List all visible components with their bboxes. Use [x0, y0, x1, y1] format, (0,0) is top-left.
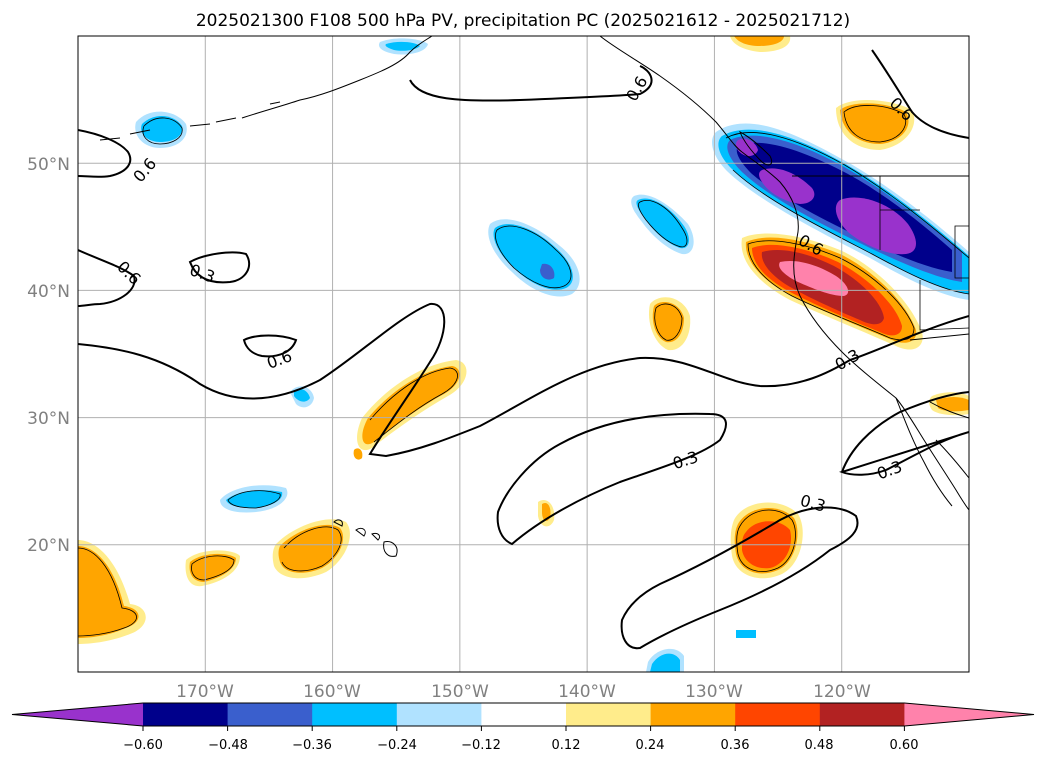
coastline-hawaii-1 [333, 519, 343, 527]
colorbar-segment [143, 703, 229, 726]
coastline-alaska [241, 36, 433, 119]
lon-label-120w: 120°W [813, 682, 871, 702]
longitude-labels: 170°W 160°W 150°W 140°W 130°W 120°W [176, 682, 871, 702]
colorbar-segment [650, 703, 736, 726]
colorbar-tick-label: −0.24 [377, 738, 417, 753]
coastline-alaska-panhandle [599, 36, 743, 153]
pv-contour-03-east [839, 391, 969, 476]
colorbar-segment [566, 703, 652, 726]
colorbar-segment [735, 703, 821, 726]
colorbar-tick-label: −0.48 [208, 738, 248, 753]
precip-pos-blob-4-core [840, 103, 909, 144]
precip-pos-blob-7-core [189, 553, 236, 582]
map-panel: 0.6 0.6 0.6 0.6 0.6 0.6 0.3 0.3 0.3 0.3 … [77, 35, 970, 673]
precip-neg-blob-7-core [650, 653, 680, 672]
precip-outline-pos-blob-1 [369, 367, 458, 443]
pv-contour-03-middle [496, 412, 727, 546]
colorbar-extend-low [12, 703, 143, 726]
precip-neg-core-1 [759, 168, 815, 204]
precip-neg-blob-4-core [385, 41, 420, 51]
coastline-layer [99, 36, 969, 557]
precip-outline-neg-band [725, 132, 969, 295]
precip-pos-blob-5-core [734, 36, 784, 46]
colorbar-tick-label: −0.60 [123, 738, 163, 753]
lon-label-170w: 170°W [176, 682, 234, 702]
precip-neg-blob-3-core [141, 115, 183, 142]
precip-neg-core-2 [835, 197, 916, 255]
precip-outline-layer [78, 105, 969, 637]
colorbar-tick-labels: −0.60 −0.48 −0.36 −0.24 −0.12 0.12 0.24 … [123, 738, 918, 753]
coastline-hawaii-2 [355, 527, 366, 537]
precip-pos-blob-8-core [78, 546, 139, 638]
precip-pos-blob-1-core [362, 366, 460, 445]
precip-outline-pos-blob-2 [654, 303, 683, 341]
colorbar-tick-label: 0.12 [552, 738, 581, 753]
colorbar-segment [819, 703, 905, 726]
precip-neg-blob-1-dark [540, 263, 555, 280]
colorbar-segments [11, 702, 1035, 727]
border-states [879, 176, 969, 331]
lon-label-130w: 130°W [685, 682, 743, 702]
lat-label-40n: 40°N [27, 282, 70, 302]
precip-outline-pos-blob-6 [281, 526, 342, 572]
pv-contour-03-west-loop [188, 251, 251, 284]
coastline-baja [895, 397, 953, 507]
pv-contour-06-west-2 [78, 249, 136, 307]
precip-pos-blob-2-core [652, 302, 684, 343]
precip-outline-pos-blob-7 [191, 555, 235, 581]
coastline-vancouver-island [739, 130, 773, 166]
lon-label-160w: 160°W [303, 682, 361, 702]
pv-contour-06-north-pacific [409, 65, 653, 102]
border-us-mexico [909, 333, 969, 341]
colorbar-tick-label: −0.12 [461, 738, 501, 753]
colorbar-segment [227, 703, 313, 726]
coastline-hawaii-3 [371, 533, 381, 541]
colorbar-extend-high [904, 703, 1034, 726]
figure-title: 2025021300 F108 500 hPa PV, precipitatio… [196, 11, 850, 31]
lon-label-140w: 140°W [558, 682, 616, 702]
colorbar-tick-label: 0.36 [721, 738, 750, 753]
lat-label-20n: 20°N [27, 536, 70, 556]
coastline-hawaii-big [383, 541, 398, 557]
precip-outline-neg-blob-5 [227, 490, 281, 509]
pv-contour-03-south [620, 506, 859, 650]
colorbar: −0.60 −0.48 −0.36 −0.24 −0.12 0.12 0.24 … [11, 702, 1035, 753]
coastline-bc-wa-or-ca [741, 151, 969, 511]
precip-outline-neg-blob-1 [495, 225, 572, 289]
pv-contour-layer [78, 49, 969, 650]
lat-label-50n: 50°N [27, 155, 70, 175]
precip-pos-blob-11 [353, 448, 363, 460]
precip-pos-band-core [779, 260, 849, 296]
precip-neg-blob-6-core [294, 389, 310, 402]
colorbar-tick-label: 0.24 [636, 738, 665, 753]
colorbar-segment [312, 703, 398, 726]
colorbar-ticks [142, 726, 905, 731]
pv-contour-06-west [78, 129, 132, 178]
precip-outline-neg-blob-2 [638, 200, 688, 248]
colorbar-tick-label: 0.48 [805, 738, 834, 753]
precip-neg-blob-2-core [636, 198, 689, 249]
precip-neg-blob-8 [736, 630, 756, 638]
precip-outline-neg-blob-3 [142, 117, 183, 145]
colorbar-segment [481, 703, 567, 726]
pv-contour-06-main [78, 302, 969, 458]
precip-outline-pos-band [747, 240, 915, 341]
colorbar-tick-label: 0.60 [890, 738, 919, 753]
precip-outline-pos-blob-4 [843, 105, 906, 143]
pv-contour-06-small-loop [242, 334, 298, 358]
precip-pos-blob-6-core [278, 524, 344, 573]
precip-outline-pos-blob-8 [78, 547, 137, 637]
precip-fill-layer [78, 36, 969, 672]
colorbar-tick-label: −0.36 [292, 738, 332, 753]
gridlines [78, 36, 969, 672]
lat-label-30n: 30°N [27, 409, 70, 429]
precip-pos-blob-10-core [936, 397, 969, 412]
precip-neg-blob-5-core [226, 490, 283, 508]
map-frame [77, 35, 970, 673]
pv-contour-06-northeast [871, 49, 969, 139]
latitude-labels: 20°N 30°N 40°N 50°N [27, 155, 70, 556]
lon-label-150w: 150°W [431, 682, 489, 702]
colorbar-segment [396, 703, 482, 726]
